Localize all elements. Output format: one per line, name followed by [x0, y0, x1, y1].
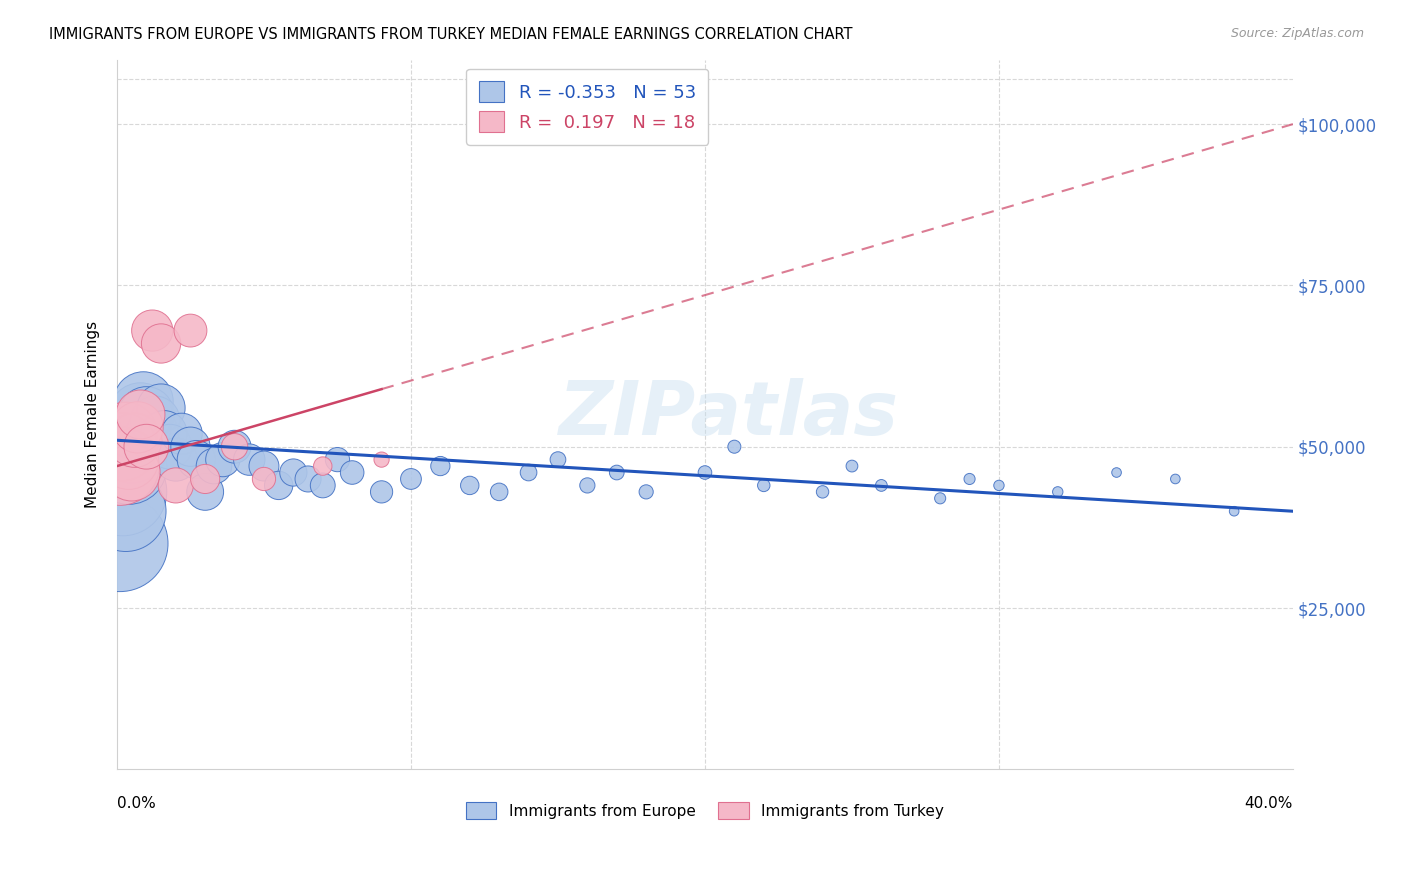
- Point: [194, 484, 217, 499]
- Point: [488, 484, 510, 499]
- Text: 40.0%: 40.0%: [1244, 797, 1294, 812]
- Point: [150, 336, 173, 351]
- Point: [841, 458, 863, 473]
- Point: [636, 484, 658, 499]
- Point: [159, 440, 181, 454]
- Point: [283, 466, 305, 480]
- Point: [127, 420, 149, 434]
- Point: [111, 484, 134, 499]
- Point: [114, 426, 136, 441]
- Point: [129, 408, 152, 422]
- Point: [370, 484, 392, 499]
- Point: [752, 478, 775, 492]
- Point: [238, 452, 260, 467]
- Point: [517, 466, 540, 480]
- Point: [1223, 504, 1246, 518]
- Point: [135, 440, 157, 454]
- Point: [959, 472, 981, 486]
- Point: [929, 491, 952, 506]
- Point: [121, 440, 143, 454]
- Point: [118, 452, 141, 467]
- Point: [253, 458, 276, 473]
- Point: [870, 478, 893, 492]
- Point: [253, 472, 276, 486]
- Point: [211, 452, 233, 467]
- Point: [297, 472, 319, 486]
- Point: [124, 434, 146, 448]
- Point: [165, 478, 187, 492]
- Point: [127, 420, 149, 434]
- Point: [141, 426, 163, 441]
- Point: [111, 440, 134, 454]
- Point: [153, 426, 176, 441]
- Point: [224, 440, 246, 454]
- Point: [114, 504, 136, 518]
- Point: [576, 478, 599, 492]
- Point: [108, 536, 131, 550]
- Point: [186, 452, 208, 467]
- Point: [1164, 472, 1187, 486]
- Point: [1105, 466, 1128, 480]
- Point: [224, 440, 246, 454]
- Point: [108, 458, 131, 473]
- Point: [370, 452, 392, 467]
- Point: [179, 440, 201, 454]
- Point: [693, 466, 716, 480]
- Point: [129, 408, 152, 422]
- Point: [312, 478, 335, 492]
- Point: [267, 478, 290, 492]
- Point: [547, 452, 569, 467]
- Point: [121, 466, 143, 480]
- Point: [723, 440, 745, 454]
- Text: ZIPatlas: ZIPatlas: [558, 378, 898, 451]
- Point: [606, 466, 628, 480]
- Point: [202, 458, 225, 473]
- Point: [170, 426, 193, 441]
- Point: [141, 324, 163, 338]
- Point: [811, 484, 834, 499]
- Point: [118, 458, 141, 473]
- Point: [458, 478, 481, 492]
- Point: [132, 394, 155, 409]
- Text: 0.0%: 0.0%: [117, 797, 156, 812]
- Point: [340, 466, 363, 480]
- Point: [150, 401, 173, 415]
- Y-axis label: Median Female Earnings: Median Female Earnings: [86, 321, 100, 508]
- Legend: Immigrants from Europe, Immigrants from Turkey: Immigrants from Europe, Immigrants from …: [460, 796, 950, 825]
- Point: [429, 458, 451, 473]
- Point: [194, 472, 217, 486]
- Point: [987, 478, 1010, 492]
- Text: Source: ZipAtlas.com: Source: ZipAtlas.com: [1230, 27, 1364, 40]
- Point: [165, 452, 187, 467]
- Text: IMMIGRANTS FROM EUROPE VS IMMIGRANTS FROM TURKEY MEDIAN FEMALE EARNINGS CORRELAT: IMMIGRANTS FROM EUROPE VS IMMIGRANTS FRO…: [49, 27, 852, 42]
- Point: [143, 414, 166, 428]
- Point: [399, 472, 422, 486]
- Point: [135, 408, 157, 422]
- Point: [1046, 484, 1069, 499]
- Point: [312, 458, 335, 473]
- Point: [179, 324, 201, 338]
- Point: [326, 452, 349, 467]
